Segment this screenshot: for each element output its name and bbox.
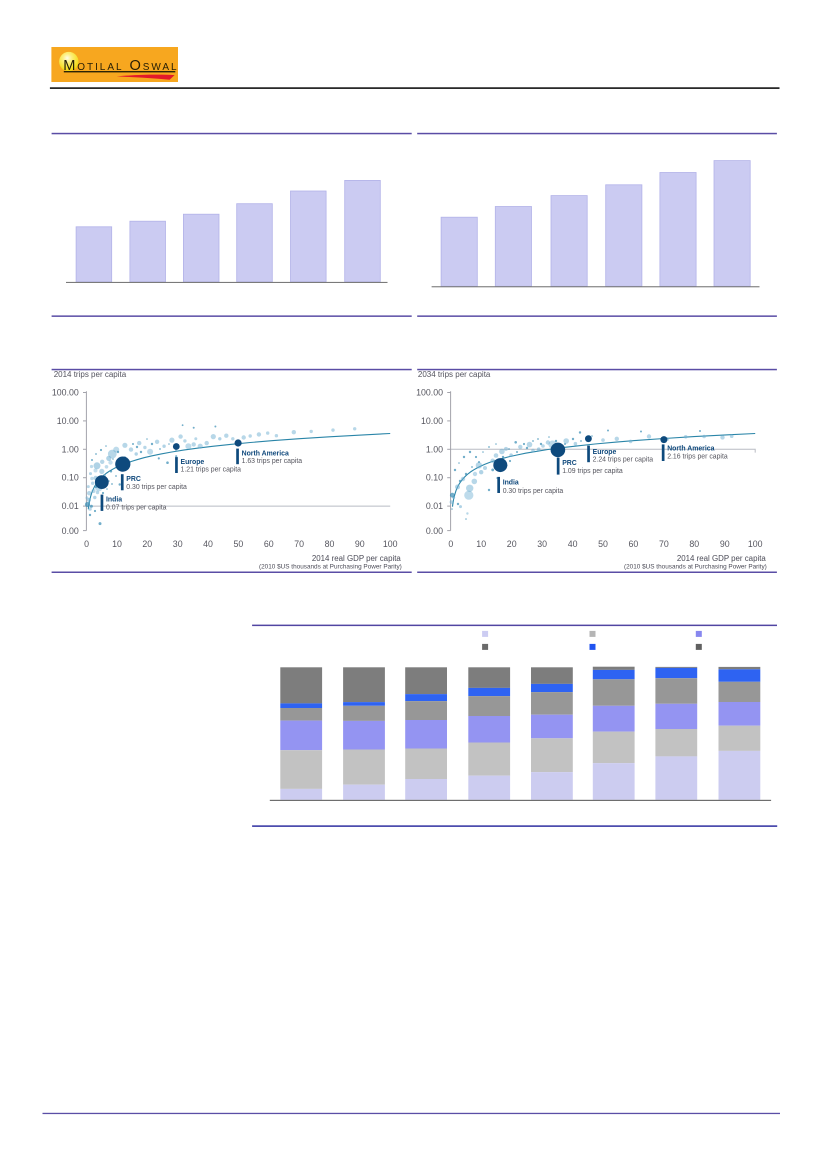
svg-text:70: 70 bbox=[659, 539, 669, 549]
svg-text:0.30 trips per capita: 0.30 trips per capita bbox=[126, 484, 187, 491]
svg-text:90: 90 bbox=[720, 539, 730, 549]
svg-text:PRC: PRC bbox=[126, 476, 141, 483]
svg-text:20: 20 bbox=[142, 539, 152, 549]
svg-text:2034 trips per capita: 2034 trips per capita bbox=[418, 370, 491, 379]
svg-text:70: 70 bbox=[294, 539, 304, 549]
svg-text:100: 100 bbox=[383, 539, 398, 549]
svg-text:80: 80 bbox=[689, 539, 699, 549]
svg-text:0.07 trips per capita: 0.07 trips per capita bbox=[106, 505, 167, 512]
svg-text:Europe: Europe bbox=[593, 449, 617, 456]
svg-text:10.00: 10.00 bbox=[57, 416, 79, 426]
svg-text:1.00: 1.00 bbox=[62, 444, 79, 454]
svg-text:(2010 $US thousands at Purchas: (2010 $US thousands at Purchasing Power … bbox=[259, 563, 402, 570]
svg-text:90: 90 bbox=[355, 539, 365, 549]
svg-text:10.00: 10.00 bbox=[421, 416, 443, 426]
svg-text:0.30 trips per capita: 0.30 trips per capita bbox=[503, 488, 564, 495]
svg-text:2014 real GDP per capita: 2014 real GDP per capita bbox=[677, 554, 767, 563]
svg-text:100.00: 100.00 bbox=[416, 388, 443, 398]
svg-text:0.01: 0.01 bbox=[426, 501, 443, 511]
svg-text:1.09 trips per capita: 1.09 trips per capita bbox=[562, 468, 623, 475]
svg-text:80: 80 bbox=[325, 539, 335, 549]
svg-text:100.00: 100.00 bbox=[52, 388, 79, 398]
svg-text:India: India bbox=[106, 497, 122, 504]
svg-text:10: 10 bbox=[476, 539, 486, 549]
svg-text:Motilal Oswal: Motilal Oswal bbox=[63, 58, 178, 74]
svg-text:0.10: 0.10 bbox=[62, 473, 79, 483]
svg-text:India: India bbox=[503, 480, 519, 487]
svg-text:20: 20 bbox=[507, 539, 517, 549]
svg-text:2.24 trips per capita: 2.24 trips per capita bbox=[593, 457, 654, 464]
svg-text:10: 10 bbox=[112, 539, 122, 549]
svg-text:40: 40 bbox=[203, 539, 213, 549]
svg-text:40: 40 bbox=[568, 539, 578, 549]
svg-text:North America: North America bbox=[667, 446, 714, 453]
svg-text:Europe: Europe bbox=[181, 459, 205, 466]
svg-text:50: 50 bbox=[234, 539, 244, 549]
svg-text:(2010 $US thousands at Purchas: (2010 $US thousands at Purchasing Power … bbox=[624, 563, 767, 570]
svg-text:0.10: 0.10 bbox=[426, 473, 443, 483]
svg-text:North America: North America bbox=[242, 451, 289, 458]
svg-text:0.01: 0.01 bbox=[62, 501, 79, 511]
svg-text:50: 50 bbox=[598, 539, 608, 549]
svg-text:1.63 trips per capita: 1.63 trips per capita bbox=[242, 458, 303, 465]
svg-text:0: 0 bbox=[448, 539, 453, 549]
svg-text:2014 real GDP per capita: 2014 real GDP per capita bbox=[312, 554, 402, 563]
svg-text:60: 60 bbox=[629, 539, 639, 549]
svg-text:2014 trips per capita: 2014 trips per capita bbox=[54, 370, 127, 379]
svg-text:2.16 trips per capita: 2.16 trips per capita bbox=[667, 454, 728, 461]
svg-text:0.00: 0.00 bbox=[426, 526, 443, 536]
svg-text:30: 30 bbox=[173, 539, 183, 549]
svg-text:60: 60 bbox=[264, 539, 274, 549]
svg-text:100: 100 bbox=[748, 539, 763, 549]
svg-text:1.00: 1.00 bbox=[426, 444, 443, 454]
svg-text:PRC: PRC bbox=[562, 460, 577, 467]
svg-text:0: 0 bbox=[84, 539, 89, 549]
svg-text:30: 30 bbox=[537, 539, 547, 549]
svg-text:0.00: 0.00 bbox=[62, 526, 79, 536]
svg-text:1.21 trips per capita: 1.21 trips per capita bbox=[181, 467, 242, 474]
